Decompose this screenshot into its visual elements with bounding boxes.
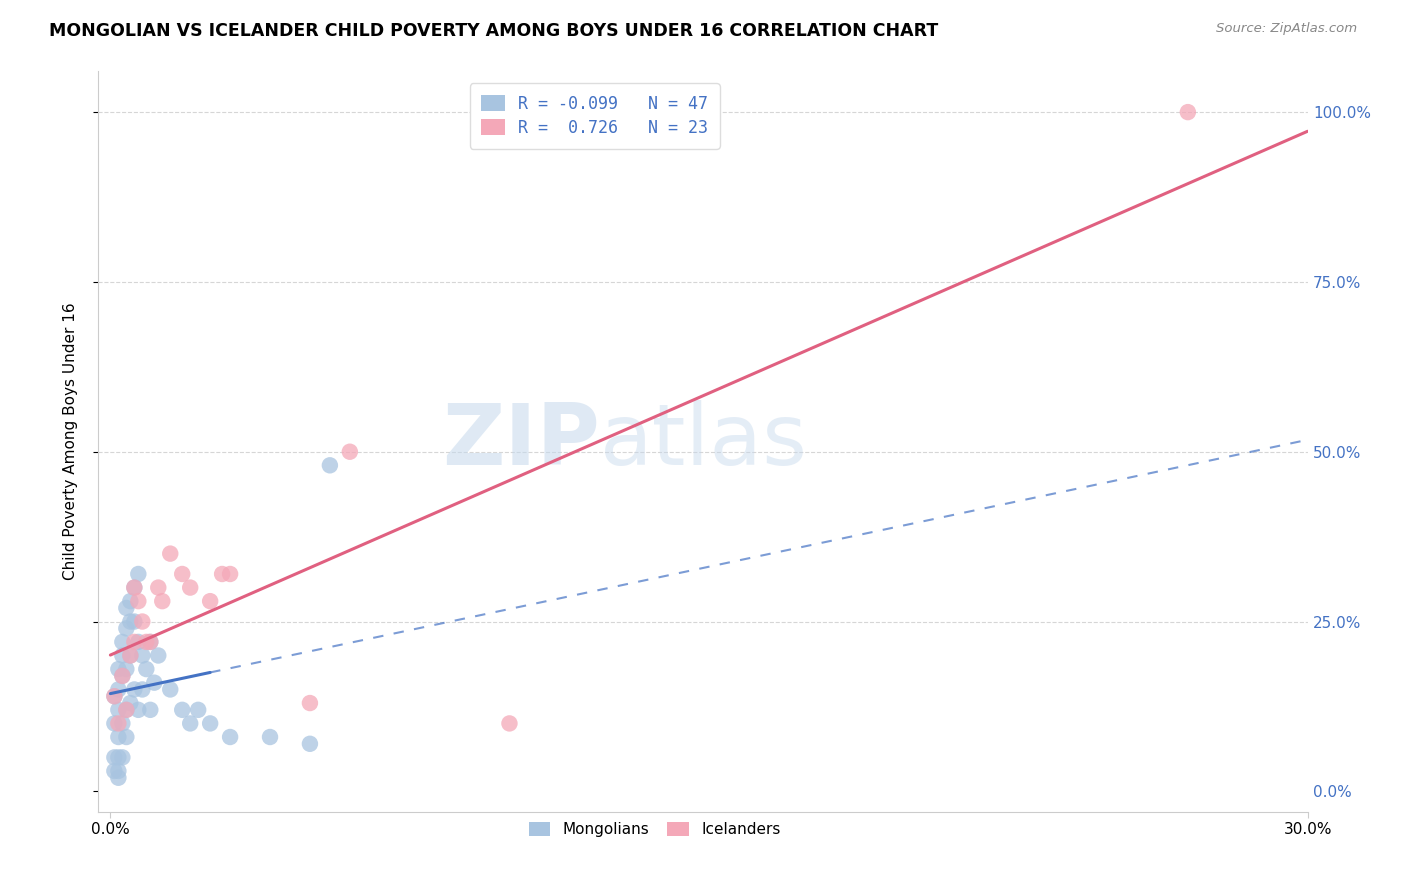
Point: [111, 716, 134, 731]
Point: [115, 662, 138, 676]
Point: [127, 594, 149, 608]
Point: [131, 682, 153, 697]
Point: [198, 716, 221, 731]
Point: [159, 547, 181, 561]
Point: [219, 566, 242, 581]
Point: [107, 682, 129, 697]
Point: [111, 669, 134, 683]
Text: Source: ZipAtlas.com: Source: ZipAtlas.com: [1216, 22, 1357, 36]
Point: [103, 690, 125, 704]
Text: ZIP: ZIP: [443, 400, 600, 483]
Point: [107, 703, 129, 717]
Point: [179, 581, 201, 595]
Point: [219, 730, 242, 744]
Point: [120, 648, 142, 663]
Point: [120, 594, 142, 608]
Point: [148, 648, 170, 663]
Point: [179, 716, 201, 731]
Point: [131, 615, 153, 629]
Point: [124, 581, 146, 595]
Point: [124, 635, 146, 649]
Point: [135, 662, 157, 676]
Point: [107, 764, 129, 778]
Point: [127, 635, 149, 649]
Point: [111, 750, 134, 764]
Point: [115, 703, 138, 717]
Point: [139, 635, 162, 649]
Point: [120, 696, 142, 710]
Point: [139, 703, 162, 717]
Point: [339, 444, 361, 458]
Point: [298, 737, 321, 751]
Point: [111, 635, 134, 649]
Point: [103, 750, 125, 764]
Point: [115, 730, 138, 744]
Point: [120, 648, 142, 663]
Point: [319, 458, 342, 473]
Point: [111, 648, 134, 663]
Point: [111, 669, 134, 683]
Point: [107, 662, 129, 676]
Point: [211, 566, 233, 581]
Point: [127, 703, 149, 717]
Point: [103, 690, 125, 704]
Point: [1177, 105, 1199, 120]
Point: [172, 703, 194, 717]
Y-axis label: Child Poverty Among Boys Under 16: Child Poverty Among Boys Under 16: [63, 302, 77, 581]
Point: [150, 594, 173, 608]
Point: [107, 716, 129, 731]
Point: [139, 635, 162, 649]
Point: [107, 771, 129, 785]
Text: atlas: atlas: [600, 400, 808, 483]
Point: [107, 730, 129, 744]
Point: [172, 566, 194, 581]
Point: [107, 750, 129, 764]
Point: [124, 581, 146, 595]
Point: [198, 594, 221, 608]
Point: [115, 703, 138, 717]
Point: [120, 615, 142, 629]
Point: [143, 675, 166, 690]
Point: [103, 764, 125, 778]
Point: [131, 648, 153, 663]
Text: MONGOLIAN VS ICELANDER CHILD POVERTY AMONG BOYS UNDER 16 CORRELATION CHART: MONGOLIAN VS ICELANDER CHILD POVERTY AMO…: [49, 22, 938, 40]
Point: [124, 615, 146, 629]
Legend: Mongolians, Icelanders: Mongolians, Icelanders: [522, 814, 789, 845]
Point: [259, 730, 281, 744]
Point: [127, 566, 149, 581]
Point: [298, 696, 321, 710]
Point: [498, 716, 520, 731]
Point: [187, 703, 209, 717]
Point: [135, 635, 157, 649]
Point: [148, 581, 170, 595]
Point: [115, 621, 138, 635]
Point: [159, 682, 181, 697]
Point: [103, 716, 125, 731]
Point: [115, 601, 138, 615]
Point: [124, 682, 146, 697]
